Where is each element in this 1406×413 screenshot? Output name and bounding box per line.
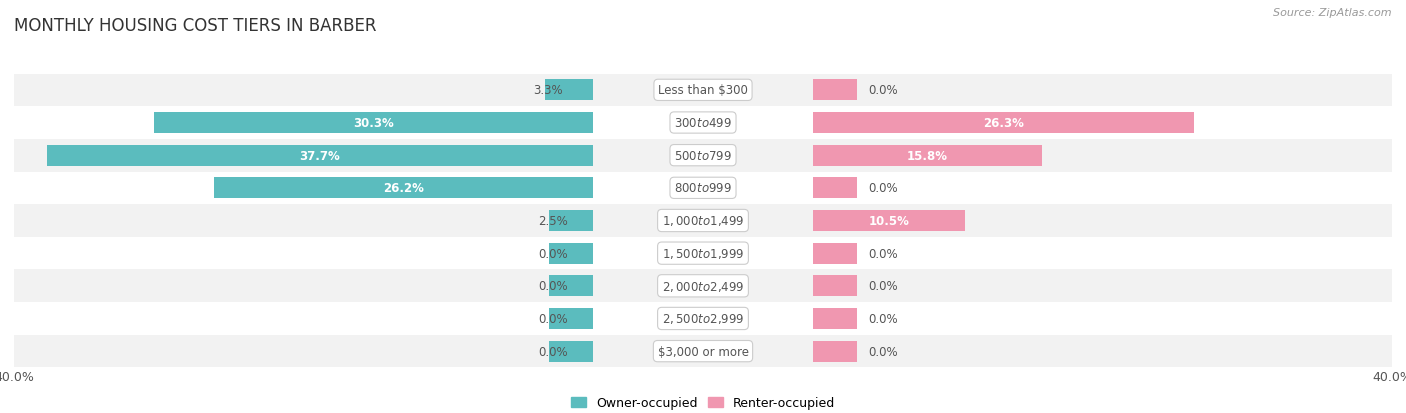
- Bar: [0, 237, 1406, 270]
- Bar: [155, 113, 593, 134]
- Text: $1,000 to $1,499: $1,000 to $1,499: [662, 214, 744, 228]
- Bar: [0, 205, 1406, 237]
- Text: 0.0%: 0.0%: [537, 345, 568, 358]
- Text: $2,500 to $2,999: $2,500 to $2,999: [662, 312, 744, 326]
- Text: $800 to $999: $800 to $999: [673, 182, 733, 195]
- Text: 37.7%: 37.7%: [299, 150, 340, 162]
- Bar: [0, 335, 1406, 368]
- Text: 26.2%: 26.2%: [382, 182, 423, 195]
- Text: $1,500 to $1,999: $1,500 to $1,999: [662, 247, 744, 261]
- Bar: [0, 270, 1406, 302]
- Text: 0.0%: 0.0%: [869, 247, 898, 260]
- Bar: [813, 113, 1194, 134]
- Text: $500 to $799: $500 to $799: [673, 150, 733, 162]
- Bar: [550, 243, 593, 264]
- Text: 26.3%: 26.3%: [983, 117, 1024, 130]
- Bar: [214, 178, 593, 199]
- Bar: [0, 107, 1406, 140]
- Text: Less than $300: Less than $300: [658, 84, 748, 97]
- Bar: [0, 74, 1406, 107]
- Bar: [0, 107, 1406, 140]
- Text: 0.0%: 0.0%: [869, 345, 898, 358]
- Text: 0.0%: 0.0%: [869, 182, 898, 195]
- Bar: [0, 270, 1406, 302]
- Bar: [0, 172, 1406, 205]
- Bar: [550, 275, 593, 297]
- Text: 30.3%: 30.3%: [353, 117, 394, 130]
- Text: 0.0%: 0.0%: [537, 312, 568, 325]
- Bar: [0, 335, 1406, 368]
- Bar: [813, 80, 856, 101]
- Text: MONTHLY HOUSING COST TIERS IN BARBER: MONTHLY HOUSING COST TIERS IN BARBER: [14, 17, 377, 34]
- Bar: [0, 140, 1406, 172]
- Text: 0.0%: 0.0%: [869, 84, 898, 97]
- Bar: [0, 302, 1406, 335]
- Bar: [0, 205, 1406, 237]
- Bar: [0, 140, 1406, 172]
- Bar: [0, 237, 1406, 270]
- Bar: [0, 302, 1406, 335]
- Text: 0.0%: 0.0%: [537, 247, 568, 260]
- Text: $300 to $499: $300 to $499: [673, 117, 733, 130]
- Bar: [550, 308, 593, 329]
- Bar: [550, 341, 593, 362]
- Bar: [0, 302, 1406, 335]
- Bar: [813, 145, 1042, 166]
- Text: 15.8%: 15.8%: [907, 150, 948, 162]
- Bar: [0, 270, 1406, 302]
- Text: 0.0%: 0.0%: [537, 280, 568, 292]
- Bar: [0, 172, 1406, 205]
- Bar: [0, 140, 1406, 172]
- Bar: [813, 243, 856, 264]
- Bar: [0, 74, 1406, 107]
- Bar: [0, 237, 1406, 270]
- Legend: Owner-occupied, Renter-occupied: Owner-occupied, Renter-occupied: [567, 392, 839, 413]
- Text: 0.0%: 0.0%: [869, 280, 898, 292]
- Bar: [550, 210, 593, 232]
- Bar: [0, 107, 1406, 140]
- Bar: [0, 205, 1406, 237]
- Text: Source: ZipAtlas.com: Source: ZipAtlas.com: [1274, 8, 1392, 18]
- Text: $2,000 to $2,499: $2,000 to $2,499: [662, 279, 744, 293]
- Bar: [813, 308, 856, 329]
- Bar: [48, 145, 593, 166]
- Text: 2.5%: 2.5%: [537, 214, 568, 228]
- Bar: [546, 80, 593, 101]
- Bar: [0, 74, 1406, 107]
- Text: $3,000 or more: $3,000 or more: [658, 345, 748, 358]
- Bar: [0, 172, 1406, 205]
- Bar: [0, 335, 1406, 368]
- Text: 0.0%: 0.0%: [869, 312, 898, 325]
- Bar: [813, 275, 856, 297]
- Text: 10.5%: 10.5%: [869, 214, 910, 228]
- Bar: [813, 210, 965, 232]
- Bar: [813, 178, 856, 199]
- Bar: [813, 341, 856, 362]
- Text: 3.3%: 3.3%: [533, 84, 562, 97]
